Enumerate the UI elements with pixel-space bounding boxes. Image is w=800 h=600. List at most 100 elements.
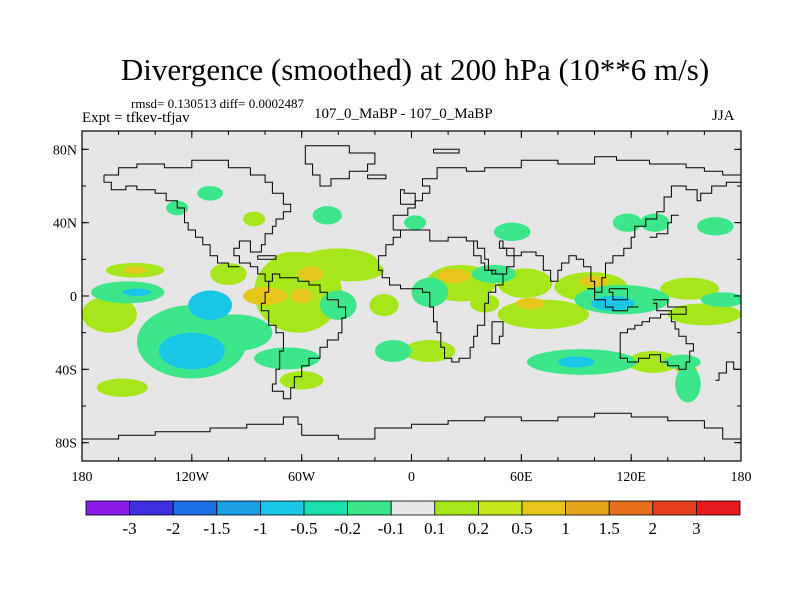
season-label: JJA bbox=[712, 108, 735, 124]
colorbar-box bbox=[565, 500, 610, 516]
x-tick-label: 180 bbox=[731, 470, 752, 485]
colorbar-box bbox=[85, 500, 130, 516]
field-blob--0.1 bbox=[197, 186, 223, 201]
field-blob-0.1 bbox=[265, 252, 317, 296]
stats-label: rmsd= 0.130513 diff= 0.0002487 bbox=[131, 96, 304, 111]
coastline-path bbox=[499, 181, 741, 293]
colorbar-box bbox=[434, 500, 479, 516]
experiment-label: Expt = tfkev-tfjav bbox=[82, 110, 190, 126]
coastline-path bbox=[82, 412, 741, 440]
colorbar-box bbox=[477, 500, 523, 516]
field-blob--0.1 bbox=[700, 292, 741, 307]
colorbar-label: -0.5 bbox=[291, 519, 318, 538]
y-tick-label: 40N bbox=[53, 217, 77, 232]
coastline-path bbox=[260, 273, 347, 400]
coastline-path bbox=[653, 299, 687, 315]
coastline-path bbox=[649, 214, 679, 238]
colorbar-label: 1.5 bbox=[599, 519, 620, 538]
field-blob--0.1 bbox=[254, 347, 320, 370]
field-blob--0.5 bbox=[557, 356, 595, 368]
coastline-path bbox=[392, 156, 741, 230]
field-blob-0.1 bbox=[279, 371, 324, 390]
colorbar-box bbox=[608, 500, 654, 516]
y-tick-label: 0 bbox=[70, 290, 77, 305]
comparison-label: 107_0_MaBP - 107_0_MaBP bbox=[314, 106, 493, 122]
field-blob--0.1 bbox=[493, 222, 531, 241]
colorbar-label: 0.1 bbox=[424, 519, 445, 538]
colorbar-label: -0.2 bbox=[334, 519, 361, 538]
x-tick-label: 180 bbox=[72, 470, 93, 485]
colorbar-label: -0.1 bbox=[378, 519, 405, 538]
colorbar-label: -3 bbox=[123, 519, 137, 538]
colorbar-box bbox=[259, 500, 305, 516]
colorbar-label: -1 bbox=[253, 519, 267, 538]
coastline-path bbox=[367, 174, 387, 180]
field-blob--0.1 bbox=[664, 354, 701, 370]
colorbar-box bbox=[347, 500, 392, 516]
x-tick-label: 60E bbox=[510, 470, 533, 485]
x-tick-label: 120E bbox=[616, 470, 646, 485]
coastline-path bbox=[608, 288, 628, 301]
field-blob-0.5 bbox=[290, 288, 313, 304]
colorbar-label: -2 bbox=[166, 519, 180, 538]
coastline-path bbox=[473, 240, 515, 275]
colorbar-label: 2 bbox=[649, 519, 658, 538]
field-blob--0.1 bbox=[640, 213, 670, 232]
field-blob-0.5 bbox=[515, 297, 546, 309]
field-blob-0.1 bbox=[369, 294, 399, 317]
field-blob-0.5 bbox=[437, 268, 471, 284]
field-blob--0.5 bbox=[158, 332, 225, 370]
y-tick-label: 40S bbox=[55, 363, 77, 378]
colorbar-label: 0.2 bbox=[468, 519, 489, 538]
coastline-path bbox=[433, 148, 460, 154]
coastline-path bbox=[304, 145, 376, 187]
field-blob-0.5 bbox=[124, 266, 147, 275]
field-blob--0.1 bbox=[697, 217, 734, 236]
chart-title: Divergence (smoothed) at 200 hPa (10**6 … bbox=[120, 52, 710, 87]
coastline-path bbox=[715, 361, 738, 381]
field-blob--0.1 bbox=[404, 215, 427, 231]
x-tick-label: 0 bbox=[408, 470, 415, 485]
colorbar-box bbox=[216, 500, 261, 516]
colorbar-box bbox=[521, 500, 566, 516]
field-blob-0.1 bbox=[404, 340, 456, 362]
field-blob-0.1 bbox=[243, 211, 266, 227]
colorbar-box bbox=[303, 500, 348, 516]
field-blob--0.5 bbox=[188, 290, 233, 320]
colorbar-label: 0.5 bbox=[511, 519, 532, 538]
field-blob--0.1 bbox=[675, 365, 701, 403]
colorbar-box bbox=[390, 500, 436, 516]
colorbar-box bbox=[172, 500, 218, 516]
coastline-path bbox=[587, 288, 639, 312]
colorbar-box bbox=[129, 500, 174, 516]
coastline-path bbox=[103, 175, 240, 268]
field-blob-0.1 bbox=[660, 277, 720, 300]
coastline-path bbox=[257, 255, 277, 260]
field-blob-0.1 bbox=[82, 296, 137, 333]
field-blob-0.1 bbox=[210, 263, 247, 285]
field-blob-0.5 bbox=[298, 266, 324, 282]
field-layer bbox=[82, 186, 741, 403]
field-blob--0.1 bbox=[374, 340, 412, 362]
x-tick-label: 120W bbox=[175, 470, 210, 485]
colorbar-box bbox=[696, 500, 741, 516]
x-tick-label: 60W bbox=[288, 470, 316, 485]
coastline-path bbox=[491, 321, 504, 345]
field-blob-0.1 bbox=[318, 259, 385, 282]
field-blob--0.5 bbox=[122, 288, 152, 297]
coastline-path bbox=[619, 313, 694, 370]
coastline-path bbox=[378, 229, 504, 363]
y-tick-label: 80S bbox=[55, 437, 77, 452]
field-blob-0.1 bbox=[627, 351, 679, 373]
colorbar-box bbox=[652, 500, 697, 516]
colorbar-label: 3 bbox=[692, 519, 701, 538]
colorbar-label: -1.5 bbox=[203, 519, 230, 538]
coastline-path bbox=[400, 189, 416, 205]
field-blob-0.1 bbox=[96, 378, 148, 397]
coastline-path bbox=[104, 159, 292, 282]
field-blob--0.1 bbox=[312, 206, 342, 225]
colorbar-label: 1 bbox=[561, 519, 570, 538]
coastline-layer bbox=[82, 145, 741, 440]
field-blob--0.1 bbox=[612, 213, 643, 232]
